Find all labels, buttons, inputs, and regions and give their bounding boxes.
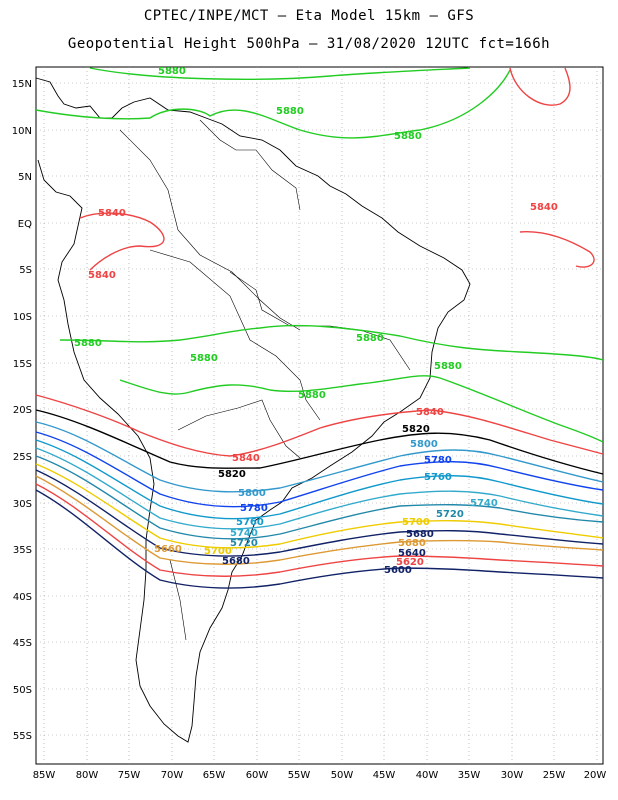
contour-line-5760: [35, 439, 604, 520]
contour-label: 5680: [398, 538, 426, 549]
contour-line-5780: [35, 431, 604, 508]
contour-label: 5740: [230, 528, 258, 539]
contour-label: 5720: [436, 509, 464, 520]
contour-line-5680: [35, 469, 604, 557]
contour-label: 5620: [396, 557, 424, 568]
contour-line-5840: [509, 67, 571, 106]
lat-axis: 15N 10N 5N EQ 5S 10S 15S 20S 25S 30S 35S…: [12, 79, 32, 742]
map-frame: [35, 66, 604, 765]
contour-label: 5720: [230, 538, 258, 549]
contour-label: 5880: [298, 390, 326, 401]
contour-label: 5880: [356, 333, 384, 344]
contour-label: 5880: [434, 361, 462, 372]
contour-label: 5820: [218, 469, 246, 480]
contour-line-5880: [59, 324, 604, 361]
lat-tick: 25S: [13, 452, 32, 463]
contour-line-5700: [35, 463, 604, 549]
lon-tick: 80W: [76, 770, 99, 781]
contour-line-5840: [519, 231, 595, 268]
graticule: [36, 67, 603, 764]
contour-label: 5640: [398, 548, 426, 559]
contour-label: 5880: [74, 338, 102, 349]
contour-line-5620: [35, 483, 604, 577]
lat-tick: 55S: [13, 731, 32, 742]
contour-label: 5680: [222, 556, 250, 567]
contour-line-5880: [119, 375, 604, 443]
contour-label: 5760: [424, 472, 452, 483]
contour-label: 5700: [204, 546, 232, 557]
contour-line-5880: [35, 69, 511, 139]
contour-label: 5800: [410, 439, 438, 450]
lon-tick: 50W: [331, 770, 354, 781]
contour-label: 5780: [424, 455, 452, 466]
contour-label: 5780: [240, 503, 268, 514]
contours: [35, 67, 604, 589]
lat-tick: 30S: [13, 499, 32, 510]
contour-label: 5820: [402, 424, 430, 435]
lon-tick: 60W: [246, 770, 269, 781]
chart-title-line2: Geopotential Height 500hPa – 31/08/2020 …: [67, 36, 551, 52]
contour-label: 5660: [154, 544, 182, 555]
contour-label: 5680: [406, 529, 434, 540]
lat-tick: 20S: [13, 405, 32, 416]
lat-tick: 10N: [12, 126, 32, 137]
lon-axis: 85W 80W 75W 70W 65W 60W 55W 50W 45W 40W …: [33, 770, 607, 781]
contour-label: 5880: [276, 106, 304, 117]
contour-labels: 5880 5880 5880 5880 5880 5880 5880 5880 …: [74, 66, 558, 576]
lon-tick: 25W: [543, 770, 566, 781]
chart-title-line1: CPTEC/INPE/MCT – Eta Model 15km – GFS: [143, 8, 475, 24]
lon-tick: 40W: [416, 770, 439, 781]
lon-tick: 20W: [584, 770, 607, 781]
lat-tick: 45S: [13, 638, 32, 649]
contour-label: 5740: [470, 498, 498, 509]
contour-line-5600: [35, 489, 604, 589]
contour-line-5880: [89, 67, 471, 80]
lat-tick: EQ: [18, 219, 32, 230]
contour-label: 5800: [238, 488, 266, 499]
contour-label: 5880: [190, 353, 218, 364]
contour-line-5800: [35, 421, 604, 493]
contour-line-5660: [35, 475, 604, 565]
contour-label: 5840: [98, 208, 126, 219]
lat-tick: 40S: [13, 592, 32, 603]
lat-tick: 15S: [13, 359, 32, 370]
lat-tick: 5S: [19, 265, 32, 276]
lat-tick: 50S: [13, 685, 32, 696]
lon-tick: 65W: [203, 770, 226, 781]
lon-tick: 75W: [118, 770, 141, 781]
lon-tick: 55W: [288, 770, 311, 781]
lon-tick: 85W: [33, 770, 56, 781]
lon-tick: 35W: [458, 770, 481, 781]
coastline: [35, 77, 471, 743]
contour-line-5840: [79, 212, 165, 271]
contour-label: 5760: [236, 517, 264, 528]
contour-line-5740: [35, 447, 604, 530]
contour-line-5820: [35, 409, 604, 475]
contour-label: 5700: [402, 517, 430, 528]
lat-tick: 15N: [12, 79, 32, 90]
contour-label: 5840: [416, 407, 444, 418]
contour-line-5840: [35, 394, 604, 457]
lat-tick: 10S: [13, 312, 32, 323]
lat-tick: 5N: [18, 172, 32, 183]
contour-label: 5600: [384, 565, 412, 576]
contour-label: 5880: [158, 66, 186, 77]
contour-label: 5880: [394, 131, 422, 142]
lon-tick: 30W: [501, 770, 524, 781]
contour-label: 5840: [88, 270, 116, 281]
contour-line-5720: [35, 455, 604, 540]
lon-tick: 45W: [373, 770, 396, 781]
contour-label: 5840: [530, 202, 558, 213]
lon-tick: 70W: [161, 770, 184, 781]
contour-label: 5840: [232, 453, 260, 464]
lat-tick: 35S: [13, 545, 32, 556]
